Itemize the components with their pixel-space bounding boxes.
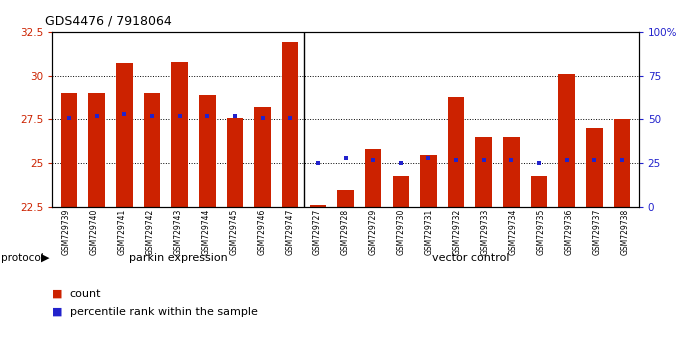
Bar: [503, 137, 520, 207]
Bar: [282, 42, 299, 207]
Bar: [61, 93, 77, 207]
Text: ■: ■: [52, 289, 66, 299]
Text: GSM729737: GSM729737: [593, 209, 601, 256]
Bar: [171, 62, 188, 207]
Bar: [586, 128, 602, 207]
Text: GSM729740: GSM729740: [90, 209, 98, 256]
Bar: [365, 149, 382, 207]
Bar: [144, 93, 161, 207]
Text: GSM729735: GSM729735: [537, 209, 545, 256]
Bar: [530, 176, 547, 207]
Text: GSM729734: GSM729734: [509, 209, 517, 256]
Text: vector control: vector control: [432, 252, 510, 263]
Bar: [420, 154, 437, 207]
Text: GSM729727: GSM729727: [313, 209, 322, 255]
Text: protocol: protocol: [1, 252, 43, 263]
Text: GSM729732: GSM729732: [453, 209, 461, 255]
Text: percentile rank within the sample: percentile rank within the sample: [70, 307, 258, 316]
Text: GSM729744: GSM729744: [202, 209, 210, 256]
Text: GSM729739: GSM729739: [62, 209, 70, 256]
Bar: [199, 95, 216, 207]
Bar: [116, 63, 133, 207]
Text: GSM729743: GSM729743: [174, 209, 182, 256]
Text: GSM729731: GSM729731: [425, 209, 433, 255]
Text: GSM729736: GSM729736: [565, 209, 573, 256]
Text: GSM729742: GSM729742: [146, 209, 154, 255]
Bar: [254, 107, 271, 207]
Text: GSM729746: GSM729746: [258, 209, 266, 256]
Text: GSM729741: GSM729741: [118, 209, 126, 255]
Text: GSM729745: GSM729745: [230, 209, 238, 256]
Text: GSM729728: GSM729728: [341, 209, 350, 255]
Text: GSM729729: GSM729729: [369, 209, 378, 255]
Bar: [558, 74, 575, 207]
Bar: [337, 190, 354, 207]
Text: ▶: ▶: [40, 252, 49, 263]
Bar: [227, 118, 243, 207]
Bar: [89, 93, 105, 207]
Bar: [614, 120, 630, 207]
Bar: [309, 205, 326, 207]
Text: GDS4476 / 7918064: GDS4476 / 7918064: [45, 14, 172, 27]
Text: parkin expression: parkin expression: [128, 252, 228, 263]
Bar: [448, 97, 464, 207]
Text: ■: ■: [52, 307, 66, 316]
Text: count: count: [70, 289, 101, 299]
Text: GSM729730: GSM729730: [397, 209, 406, 256]
Text: GSM729747: GSM729747: [285, 209, 294, 256]
Text: GSM729738: GSM729738: [621, 209, 629, 255]
Bar: [475, 137, 492, 207]
Bar: [392, 176, 409, 207]
Text: GSM729733: GSM729733: [481, 209, 489, 256]
